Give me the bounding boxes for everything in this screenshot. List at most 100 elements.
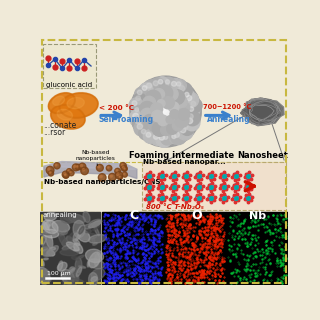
- Ellipse shape: [93, 225, 100, 230]
- Circle shape: [134, 121, 149, 136]
- Circle shape: [135, 108, 139, 112]
- Circle shape: [148, 121, 159, 132]
- Circle shape: [185, 92, 189, 97]
- Circle shape: [152, 100, 168, 115]
- Ellipse shape: [48, 93, 75, 113]
- Circle shape: [144, 80, 158, 95]
- Ellipse shape: [58, 230, 67, 247]
- Ellipse shape: [39, 230, 52, 235]
- Ellipse shape: [67, 98, 84, 109]
- Circle shape: [171, 129, 187, 145]
- Text: Nanosheet: Nanosheet: [237, 151, 288, 160]
- Circle shape: [82, 169, 85, 171]
- Ellipse shape: [69, 267, 75, 273]
- FancyBboxPatch shape: [142, 162, 286, 210]
- Polygon shape: [246, 102, 277, 122]
- Circle shape: [161, 132, 173, 145]
- Ellipse shape: [52, 220, 69, 232]
- Circle shape: [139, 127, 152, 140]
- Ellipse shape: [58, 261, 63, 270]
- Circle shape: [150, 78, 165, 92]
- Polygon shape: [220, 194, 228, 202]
- Ellipse shape: [82, 223, 97, 229]
- Polygon shape: [195, 183, 203, 191]
- Text: gluconic acid: gluconic acid: [46, 82, 92, 88]
- Circle shape: [129, 98, 143, 112]
- Circle shape: [48, 168, 50, 170]
- Circle shape: [72, 164, 79, 171]
- Ellipse shape: [36, 222, 50, 235]
- Text: Annealing: Annealing: [207, 115, 250, 124]
- Polygon shape: [158, 172, 165, 180]
- Circle shape: [110, 175, 112, 177]
- Circle shape: [175, 113, 189, 127]
- Polygon shape: [158, 194, 165, 202]
- Circle shape: [183, 124, 188, 129]
- Circle shape: [153, 81, 158, 86]
- Ellipse shape: [44, 222, 49, 232]
- Ellipse shape: [49, 221, 55, 224]
- Circle shape: [143, 130, 157, 143]
- Circle shape: [98, 174, 106, 181]
- Circle shape: [64, 172, 66, 175]
- Circle shape: [132, 115, 148, 131]
- Ellipse shape: [43, 229, 59, 238]
- FancyArrowPatch shape: [245, 182, 254, 191]
- Polygon shape: [244, 98, 280, 124]
- Circle shape: [140, 108, 154, 122]
- Polygon shape: [250, 104, 276, 120]
- Ellipse shape: [78, 227, 81, 235]
- Polygon shape: [170, 194, 178, 202]
- Circle shape: [150, 98, 171, 118]
- Ellipse shape: [42, 239, 52, 256]
- Polygon shape: [195, 172, 203, 180]
- Polygon shape: [249, 101, 278, 121]
- Ellipse shape: [67, 278, 84, 284]
- Circle shape: [167, 123, 178, 134]
- Circle shape: [119, 176, 120, 177]
- Ellipse shape: [69, 268, 75, 272]
- Circle shape: [146, 132, 151, 137]
- Circle shape: [139, 86, 187, 134]
- Circle shape: [185, 111, 200, 126]
- Circle shape: [170, 132, 181, 144]
- Circle shape: [69, 171, 71, 173]
- Ellipse shape: [71, 257, 79, 260]
- Circle shape: [132, 101, 137, 106]
- Ellipse shape: [83, 212, 90, 222]
- Text: C: C: [129, 209, 138, 221]
- Circle shape: [170, 90, 185, 104]
- Ellipse shape: [76, 255, 84, 260]
- Polygon shape: [195, 194, 203, 202]
- Circle shape: [130, 76, 201, 147]
- Ellipse shape: [63, 215, 74, 222]
- Circle shape: [156, 77, 169, 90]
- Ellipse shape: [73, 233, 78, 243]
- Circle shape: [163, 135, 168, 139]
- Ellipse shape: [94, 227, 99, 236]
- Ellipse shape: [55, 221, 68, 235]
- Circle shape: [76, 164, 81, 170]
- Circle shape: [180, 127, 186, 133]
- Circle shape: [189, 107, 194, 111]
- Circle shape: [62, 171, 69, 178]
- Polygon shape: [207, 194, 215, 202]
- Circle shape: [46, 166, 54, 174]
- Circle shape: [49, 172, 51, 173]
- Ellipse shape: [71, 267, 78, 281]
- Text: Nb-based nanoparticles/CNS: Nb-based nanoparticles/CNS: [44, 179, 161, 185]
- Circle shape: [106, 165, 112, 171]
- Circle shape: [176, 96, 187, 108]
- Polygon shape: [241, 98, 280, 124]
- Ellipse shape: [91, 254, 98, 262]
- Polygon shape: [220, 172, 228, 180]
- Circle shape: [137, 90, 142, 95]
- Circle shape: [172, 120, 183, 131]
- Ellipse shape: [92, 221, 100, 228]
- Circle shape: [96, 164, 103, 171]
- Polygon shape: [246, 101, 280, 124]
- FancyArrowPatch shape: [101, 112, 121, 119]
- Polygon shape: [145, 194, 153, 202]
- Polygon shape: [247, 100, 280, 123]
- Ellipse shape: [46, 246, 58, 256]
